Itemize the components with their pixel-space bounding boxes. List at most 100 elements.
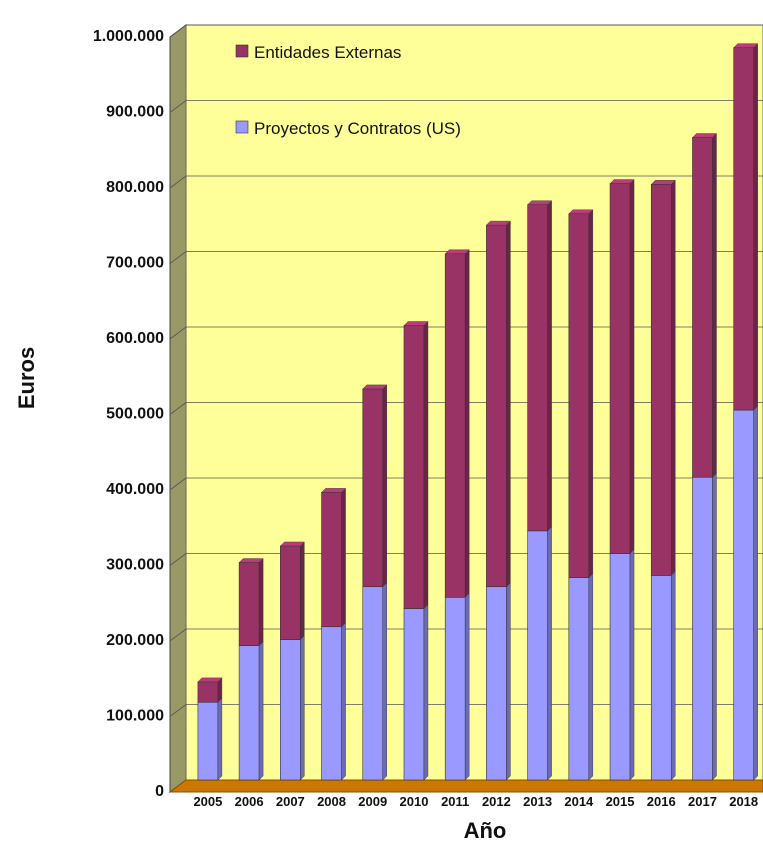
x-tick-label: 2014: [564, 794, 594, 809]
bar-segment: [486, 586, 507, 781]
bar-segment-side: [464, 592, 470, 781]
x-axis-title: Año: [464, 818, 507, 843]
bar-segment-side: [341, 622, 346, 781]
bar-segment-side: [300, 541, 305, 641]
bar-segment: [362, 388, 384, 588]
y-tick-label: 900.000: [106, 104, 164, 121]
gridline-side: [169, 402, 187, 415]
bar-top: [321, 488, 347, 493]
y-tick-label: 700.000: [106, 255, 164, 272]
bar-segment: [692, 137, 713, 478]
bar-segment-side: [753, 405, 758, 781]
bar-segment: [321, 492, 342, 628]
bar-segment: [527, 204, 548, 532]
bar-segment: [403, 608, 425, 781]
bar-segment: [197, 701, 219, 781]
bar-segment-side: [547, 526, 552, 781]
bar-segment: [321, 626, 342, 781]
bar-segment: [444, 596, 466, 781]
y-tick-label: 100.000: [106, 708, 164, 725]
bar-top: [527, 200, 553, 205]
y-tick-label: 400.000: [106, 481, 164, 498]
bar-top: [238, 558, 264, 563]
bar-segment: [280, 545, 301, 640]
bar-segment-side: [382, 384, 387, 588]
gridline-side: [169, 251, 187, 264]
y-tick-label: 1.000.000: [93, 28, 164, 45]
bar-top: [444, 249, 470, 254]
y-axis-ticks: 0 100.000 200.000 300.000 400.000 500.000 600.…: [93, 28, 164, 800]
x-tick-label: 2015: [606, 794, 635, 809]
bar-segment-side: [258, 558, 264, 647]
bar-segment: [609, 183, 631, 554]
bar-segment: [733, 47, 754, 411]
bar-segment-side: [464, 249, 470, 598]
bar-segment-side: [753, 43, 758, 411]
legend: Entidades Externas Proyectos y Contratos…: [235, 43, 461, 138]
y-tick-label: 500.000: [106, 406, 164, 423]
bar-segment: [692, 476, 713, 781]
bar-segment: [486, 224, 507, 588]
bar-segment-side: [506, 582, 511, 781]
legend-swatch-proyectos: [235, 120, 249, 134]
legend-swatch-entidades: [235, 44, 249, 58]
bar-segment-side: [423, 321, 429, 610]
bar-segment-side: [712, 472, 717, 781]
bar-segment-side: [588, 573, 594, 781]
bar-top: [197, 677, 223, 683]
bar-segment: [650, 184, 672, 576]
bar-segment-side: [423, 604, 429, 781]
legend-label-entidades: Entidades Externas: [254, 43, 401, 62]
gridline-side: [169, 704, 187, 717]
bar-top: [403, 321, 429, 326]
x-tick-label: 2012: [482, 794, 511, 809]
x-tick-label: 2011: [441, 794, 469, 809]
gridline-side: [169, 477, 187, 491]
bar-segment-side: [506, 220, 511, 588]
gridline-side: [169, 628, 187, 642]
bar-segment: [280, 639, 301, 781]
bar-segment-side: [629, 179, 635, 554]
y-tick-label: 0: [155, 783, 164, 800]
bar-segment: [238, 645, 260, 781]
bar-segment-side: [382, 582, 387, 781]
bar-top: [362, 384, 388, 390]
gridline-side: [169, 553, 187, 566]
bar-segment: [197, 681, 219, 703]
bar-segment: [568, 577, 590, 781]
gridline-side: [169, 175, 187, 189]
bar-segment: [403, 325, 425, 609]
bar-segment-side: [629, 549, 635, 781]
bar-segment: [568, 213, 590, 578]
x-tick-label: 2013: [523, 794, 552, 809]
x-tick-label: 2008: [317, 794, 346, 809]
x-tick-label: 2016: [647, 794, 676, 809]
gridline-side: [169, 100, 187, 113]
bar-segment: [362, 586, 384, 781]
plot-floor: [168, 779, 763, 793]
legend-label-proyectos: Proyectos y Contratos (US): [254, 119, 461, 138]
x-tick-label: 2007: [276, 794, 305, 809]
bar-segment-side: [217, 697, 223, 781]
bar-segment-side: [258, 641, 264, 781]
bar-segment-side: [588, 209, 594, 579]
y-tick-label: 600.000: [106, 330, 164, 347]
bar-segment-side: [341, 487, 346, 628]
x-tick-label: 2010: [400, 794, 429, 809]
y-tick-label: 800.000: [106, 179, 164, 196]
x-axis-ticks: 2005 2006 2007 2008 2009 2010 2011 2012 2013 2014…: [193, 794, 758, 809]
bar-segment-side: [300, 635, 305, 781]
y-axis-title: Euros: [14, 347, 39, 409]
bar-segment: [733, 409, 754, 781]
bar-segment: [444, 253, 466, 598]
y-tick-label: 300.000: [106, 557, 164, 574]
bar-top: [733, 43, 759, 48]
x-tick-label: 2005: [193, 794, 222, 809]
bar-segment-side: [671, 570, 676, 781]
bar-segment: [650, 575, 672, 781]
bar-segment-side: [547, 200, 552, 532]
gridline-side: [169, 24, 187, 38]
bar-top: [279, 541, 305, 547]
gridline-side: [169, 326, 187, 340]
